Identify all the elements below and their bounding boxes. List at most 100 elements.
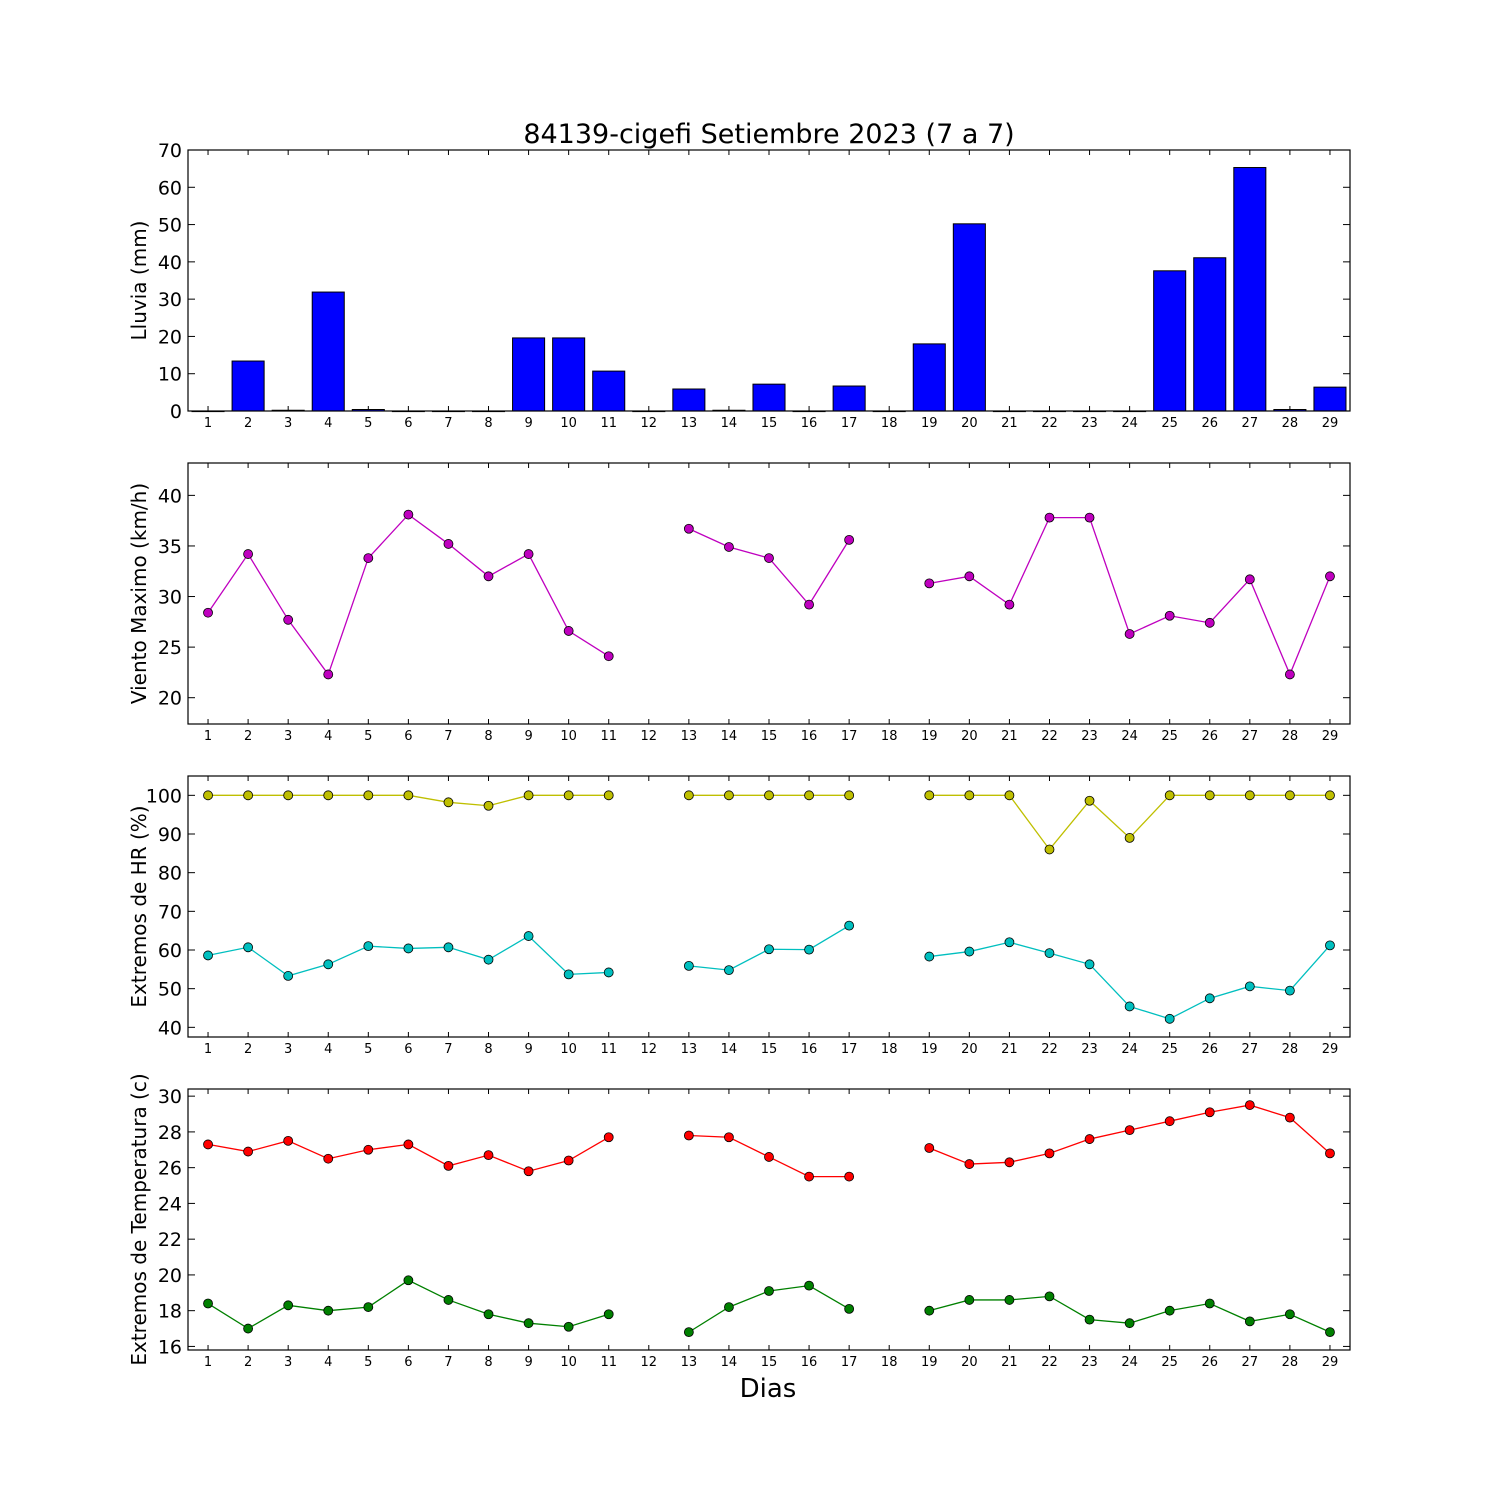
rain-xtick-label: 17 — [841, 416, 858, 431]
temperature-series-1-point — [1244, 1316, 1255, 1327]
humidity-series-1-point — [1244, 981, 1255, 992]
temperature-series-0-point — [443, 1160, 454, 1171]
wind-xtick-label: 23 — [1081, 729, 1098, 744]
rain-xtick-label: 10 — [560, 416, 577, 431]
humidity-xtick-label: 3 — [284, 1042, 292, 1057]
temperature-series-1-point — [243, 1323, 254, 1334]
wind-xtick-label: 13 — [681, 729, 698, 744]
wind-ytick-label: 35 — [158, 536, 182, 558]
temperature-xtick-label: 26 — [1201, 1355, 1218, 1370]
rain-xtick-label: 21 — [1001, 416, 1018, 431]
humidity-xtick-label: 17 — [841, 1042, 858, 1057]
humidity-ytick-label: 70 — [158, 901, 182, 923]
wind-series-0-point — [323, 669, 334, 680]
humidity-xtick-label: 5 — [364, 1042, 372, 1057]
wind-xtick-label: 9 — [524, 729, 532, 744]
rain-xtick-label: 18 — [881, 416, 898, 431]
humidity-frame — [187, 775, 1351, 1038]
humidity-xtick-label: 1 — [204, 1042, 212, 1057]
humidity-ylabel: Extremos de HR (%) — [127, 805, 151, 1007]
humidity-series-0-point — [563, 790, 574, 801]
wind-series-0-point — [724, 542, 734, 552]
wind-xtick-label: 1 — [204, 729, 212, 744]
temperature-series-0-point — [724, 1132, 734, 1143]
x-axis-label: Dias — [740, 1374, 797, 1404]
humidity-series-0-point — [363, 790, 374, 801]
humidity-series-1-point — [1084, 959, 1095, 970]
rain-xtick-label: 20 — [961, 416, 978, 431]
temperature-xtick-label: 27 — [1242, 1355, 1259, 1370]
temperature-xtick-label: 10 — [560, 1355, 577, 1370]
wind-xtick-label: 24 — [1121, 729, 1138, 744]
temperature-ylabel: Extremos de Temperatura (c) — [127, 1073, 151, 1365]
wind-series-0-point — [683, 523, 694, 534]
wind-ytick-label: 25 — [158, 637, 182, 659]
humidity-series-1-point — [1164, 1013, 1175, 1024]
humidity-series-1-point — [563, 969, 574, 980]
wind-series-0-point — [1204, 617, 1215, 628]
temperature-series-0-point — [403, 1139, 414, 1150]
humidity-series-1-point — [443, 942, 454, 953]
rain-bar — [672, 388, 706, 412]
temperature-series-0-point — [203, 1139, 213, 1150]
wind-series-0-point — [403, 509, 414, 520]
temperature-series-0-point — [1084, 1134, 1095, 1144]
humidity-xtick-label: 4 — [324, 1042, 332, 1057]
rain-xtick-label: 19 — [921, 416, 938, 431]
temperature-series-1-point — [1284, 1309, 1295, 1320]
humidity-xtick-label: 27 — [1242, 1042, 1259, 1057]
rain-xtick-label: 8 — [484, 416, 492, 431]
humidity-series-0-point — [1044, 844, 1055, 855]
wind-xtick-label: 22 — [1041, 729, 1058, 744]
rain-xtick-label: 13 — [681, 416, 698, 431]
humidity-series-1-point — [924, 951, 935, 962]
humidity-xtick-label: 21 — [1001, 1042, 1018, 1057]
temperature-series-0-point — [924, 1143, 935, 1153]
temperature-series-0-point — [1004, 1157, 1015, 1168]
temperature-series-1-point — [804, 1280, 814, 1291]
humidity-series-1-point — [243, 942, 254, 953]
rain-xtick-label: 5 — [364, 416, 372, 431]
temperature-series-0-point — [844, 1171, 855, 1182]
temperature-series-0-point — [1124, 1125, 1135, 1136]
temperature-series-1-point — [1044, 1291, 1055, 1302]
humidity-series-0-point — [724, 790, 734, 801]
humidity-series-1-point — [724, 965, 734, 976]
temperature-series-0-point — [1284, 1112, 1295, 1123]
humidity-series-0-point — [1244, 790, 1255, 801]
temperature-xtick-label: 29 — [1322, 1355, 1339, 1370]
wind-series-0-point — [1325, 571, 1335, 582]
temperature-xtick-label: 4 — [324, 1355, 332, 1370]
temperature-ytick-label: 18 — [158, 1301, 182, 1323]
temperature-xtick-label: 17 — [841, 1355, 858, 1370]
wind-series-0-point — [964, 571, 975, 582]
humidity-series-1-point — [1004, 937, 1015, 948]
wind-xtick-label: 14 — [721, 729, 738, 744]
humidity-xtick-label: 11 — [600, 1042, 617, 1057]
humidity-series-1-point — [964, 946, 975, 957]
humidity-ytick-label: 100 — [146, 785, 182, 807]
temperature-xtick-label: 11 — [600, 1355, 617, 1370]
wind-series-0-point — [1044, 512, 1055, 523]
humidity-xtick-label: 8 — [484, 1042, 492, 1057]
temperature-series-0-point — [1164, 1116, 1175, 1127]
rain-xtick-label: 28 — [1282, 416, 1299, 431]
rain-bar — [912, 343, 946, 412]
wind-xtick-label: 16 — [801, 729, 818, 744]
temperature-xtick-label: 5 — [364, 1355, 372, 1370]
humidity-series-1-point — [363, 941, 374, 952]
humidity-series-0-point — [804, 790, 814, 801]
humidity-xtick-label: 6 — [404, 1042, 412, 1057]
temperature-xtick-label: 28 — [1282, 1355, 1299, 1370]
temperature-series-0-point — [1204, 1107, 1215, 1118]
wind-xtick-label: 3 — [284, 729, 292, 744]
rain-xtick-label: 2 — [244, 416, 252, 431]
rain-xtick-label: 3 — [284, 416, 292, 431]
humidity-xtick-label: 23 — [1081, 1042, 1098, 1057]
rain-bar — [231, 360, 265, 412]
temperature-series-0-point — [323, 1153, 334, 1164]
rain-bar — [592, 370, 626, 412]
wind-frame — [187, 462, 1351, 725]
rain-bar — [1193, 257, 1227, 412]
